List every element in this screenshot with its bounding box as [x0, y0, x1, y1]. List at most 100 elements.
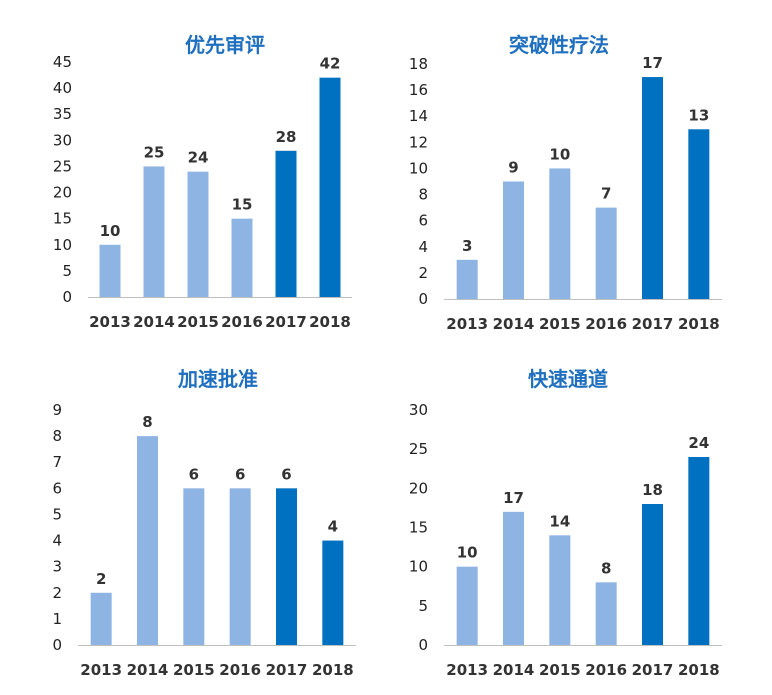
bar-2015 [183, 488, 205, 645]
data-label: 8 [601, 559, 611, 577]
x-tick-label: 2017 [632, 661, 674, 679]
data-label: 3 [462, 237, 472, 255]
data-label: 6 [189, 465, 199, 483]
y-tick-label: 25 [409, 440, 428, 458]
y-tick-label: 6 [418, 212, 428, 230]
bar-2015 [549, 168, 571, 299]
chart-title: 快速通道 [528, 367, 608, 391]
x-tick-label: 2017 [265, 313, 307, 331]
x-tick-label: 2014 [127, 661, 169, 679]
data-label: 15 [232, 196, 253, 214]
x-tick-label: 2016 [221, 313, 263, 331]
x-tick-label: 2017 [632, 315, 674, 333]
y-tick-label: 15 [53, 210, 72, 228]
data-label: 6 [281, 465, 291, 483]
chart-title: 突破性疗法 [509, 33, 609, 57]
data-label: 9 [508, 159, 518, 177]
bar-2016 [229, 488, 251, 645]
y-tick-label: 30 [53, 131, 72, 149]
y-tick-label: 10 [409, 558, 428, 576]
y-tick-label: 20 [409, 479, 428, 497]
data-label: 24 [688, 434, 709, 452]
y-tick-label: 8 [52, 427, 62, 445]
y-tick-label: 40 [53, 79, 72, 97]
data-label: 7 [601, 185, 611, 203]
bar-2013 [90, 592, 112, 645]
x-tick-label: 2013 [89, 313, 131, 331]
bar-2015 [187, 171, 209, 297]
chart-panel-4: 快速通道 0 5 10 15 20 25 30 10 2013 17 2014 14 2015 8 2016 1… [409, 367, 722, 679]
y-tick-label: 4 [52, 532, 62, 550]
x-tick-label: 2014 [133, 313, 175, 331]
y-tick-label: 0 [52, 636, 62, 654]
bar-2017 [276, 488, 297, 645]
bar-2013 [456, 259, 478, 299]
y-tick-label: 30 [409, 401, 428, 419]
x-tick-label: 2016 [585, 661, 627, 679]
y-tick-label: 35 [53, 105, 72, 123]
bar-2016 [231, 218, 253, 297]
data-label: 8 [142, 413, 152, 431]
data-label: 13 [688, 106, 709, 124]
y-tick-label: 0 [418, 290, 428, 308]
bar-2016 [595, 207, 617, 299]
bar-2016 [595, 582, 617, 645]
data-label: 28 [276, 128, 297, 146]
data-label: 18 [642, 481, 663, 499]
data-label: 42 [320, 55, 341, 73]
y-tick-label: 8 [418, 186, 428, 204]
y-tick-label: 45 [53, 53, 72, 71]
x-tick-label: 2018 [678, 315, 720, 333]
data-label: 14 [549, 512, 570, 530]
chart-panel-2: 突破性疗法 0 2 4 6 8 10 12 14 16 18 3 2013 9 2014 10 2015 7 201… [409, 33, 722, 333]
bar-2014 [503, 511, 524, 645]
y-tick-label: 15 [409, 519, 428, 537]
x-tick-label: 2014 [493, 315, 535, 333]
y-tick-label: 5 [418, 597, 428, 615]
y-tick-label: 7 [52, 453, 62, 471]
y-tick-label: 25 [53, 157, 72, 175]
x-tick-label: 2013 [446, 661, 488, 679]
y-tick-label: 1 [52, 610, 62, 628]
chart-panel-3: 加速批准 0 1 2 3 4 5 6 7 8 9 2 2013 8 2014 6 2015 6 2016 6 2017 4… [52, 367, 356, 679]
x-tick-label: 2017 [266, 661, 308, 679]
bar-2014 [143, 166, 165, 297]
data-label: 17 [503, 489, 524, 507]
x-tick-label: 2014 [493, 661, 535, 679]
bar-2013 [99, 244, 121, 297]
y-tick-label: 20 [53, 184, 72, 202]
x-tick-label: 2013 [80, 661, 122, 679]
y-tick-label: 16 [409, 81, 428, 99]
y-tick-label: 5 [52, 505, 62, 523]
bar-2014 [137, 436, 158, 645]
bar-2018 [319, 77, 341, 298]
chart-title: 加速批准 [177, 367, 258, 391]
x-tick-label: 2018 [309, 313, 351, 331]
y-tick-label: 4 [418, 238, 428, 256]
data-label: 10 [457, 544, 478, 562]
y-tick-label: 14 [409, 107, 428, 125]
bar-2017 [642, 77, 663, 299]
x-tick-label: 2016 [219, 661, 261, 679]
data-label: 24 [188, 149, 209, 167]
y-tick-label: 0 [418, 636, 428, 654]
x-tick-label: 2015 [177, 313, 219, 331]
data-label: 10 [100, 222, 121, 240]
data-label: 25 [144, 143, 165, 161]
y-tick-label: 2 [418, 264, 428, 282]
bar-2014 [503, 181, 524, 299]
x-tick-label: 2015 [539, 661, 581, 679]
x-tick-label: 2018 [678, 661, 720, 679]
y-tick-label: 10 [409, 159, 428, 177]
chart-title: 优先审评 [185, 33, 265, 57]
y-tick-label: 0 [62, 288, 72, 306]
y-tick-label: 3 [52, 558, 62, 576]
y-tick-label: 5 [62, 262, 72, 280]
bar-2018 [688, 129, 710, 299]
data-label: 10 [549, 145, 570, 163]
data-label: 2 [96, 570, 106, 588]
x-tick-label: 2015 [173, 661, 215, 679]
x-tick-label: 2013 [446, 315, 488, 333]
data-label: 4 [328, 518, 338, 536]
